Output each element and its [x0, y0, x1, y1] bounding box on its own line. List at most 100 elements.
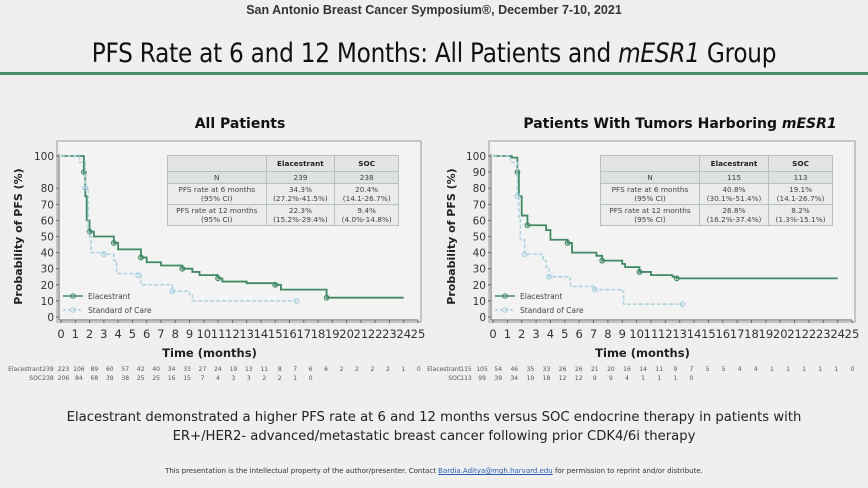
x-tick-label: 2 — [518, 327, 525, 341]
at-risk-value: 2 — [278, 375, 282, 382]
censor-mark — [293, 298, 300, 304]
table-cell: N — [600, 171, 700, 184]
table-header: SOC — [768, 155, 833, 172]
at-risk-value: 239 — [42, 366, 54, 373]
at-risk-value: 26 — [575, 366, 583, 373]
y-tick-label: 20 — [473, 280, 486, 292]
x-tick-label: 16 — [282, 327, 297, 341]
censor-mark — [592, 286, 598, 293]
x-tick-label: 2 — [86, 327, 93, 341]
table-cell: 115 — [698, 171, 770, 184]
at-risk-value: 18 — [543, 375, 551, 382]
at-risk-value: 1 — [401, 366, 405, 373]
at-risk-value: 1 — [770, 366, 774, 373]
legend-marker — [502, 293, 508, 299]
table-cell: 19.1% (14.1-26.7%) — [768, 183, 833, 205]
table-cell: 26.8% (16.2%-37.4%) — [698, 204, 770, 226]
conclusion-line-2: ER+/HER2- advanced/metastatic breast can… — [172, 429, 696, 444]
censor-mark — [169, 288, 176, 295]
censor-mark — [564, 240, 571, 246]
at-risk-value: 9 — [593, 375, 597, 382]
table-row: N 115 113 — [600, 171, 833, 184]
at-risk-value: 1 — [818, 366, 822, 373]
x-tick-label: 6 — [143, 327, 150, 341]
censor-mark — [110, 240, 117, 246]
at-risk-label: SOC — [448, 375, 461, 382]
censor-mark — [636, 269, 643, 275]
x-tick-label: 20 — [773, 327, 788, 341]
legend-label: Elacestrant — [88, 292, 130, 301]
table-cell: PFS rate at 6 months (95% CI) — [600, 183, 700, 205]
y-tick-label: 50 — [473, 232, 486, 244]
table-header — [167, 155, 267, 172]
at-risk-value: 15 — [183, 375, 191, 382]
at-risk-value: 0 — [850, 366, 854, 373]
at-risk-value: 6 — [324, 366, 328, 373]
x-tick-label: 24 — [830, 327, 845, 341]
x-tick-label: 0 — [489, 327, 496, 341]
x-tick-label: 3 — [532, 327, 539, 341]
at-risk-value: 84 — [75, 375, 83, 382]
y-tick-label: 30 — [41, 264, 54, 276]
at-risk-value: 2 — [355, 366, 359, 373]
slide-title: PFS Rate at 6 and 12 Months: All Patient… — [61, 38, 807, 69]
x-tick-label: 5 — [561, 327, 568, 341]
censor-mark — [82, 185, 89, 192]
at-risk-value: 1 — [802, 366, 806, 373]
x-tick-label: 4 — [114, 327, 121, 341]
censor-mark — [135, 272, 142, 279]
at-risk-value: 9 — [609, 375, 613, 382]
x-tick-label: 22 — [802, 327, 817, 341]
x-tick-label: 9 — [186, 327, 193, 341]
censor-mark — [599, 257, 606, 264]
at-risk-value: 8 — [278, 366, 282, 373]
at-risk-value: 46 — [510, 366, 518, 373]
at-risk-value: 12 — [575, 375, 583, 382]
at-risk-value: 6 — [309, 366, 313, 373]
y-tick-label: 10 — [41, 296, 54, 308]
conference-header: San Antonio Breast Cancer Symposium®, De… — [246, 3, 622, 17]
x-axis-label: Time (months) — [595, 346, 690, 360]
y-axis-label: Probability of PFS (%) — [445, 168, 458, 304]
at-risk-value: 5 — [706, 366, 710, 373]
at-risk-value: 89 — [91, 366, 99, 373]
table-cell: PFS rate at 12 months (95% CI) — [600, 204, 700, 226]
y-tick-label: 0 — [47, 312, 54, 324]
x-tick-label: 7 — [590, 327, 597, 341]
x-tick-label: 18 — [311, 327, 326, 341]
y-tick-label: 70 — [473, 199, 486, 211]
table-cell: 40.8% (30.1%-51.4%) — [698, 183, 770, 205]
y-tick-label: 100 — [34, 151, 54, 163]
at-risk-value: 12 — [559, 375, 567, 382]
contact-email-link[interactable]: Bardia.Aditya@mgh.harvard.edu — [438, 467, 553, 475]
censor-mark — [138, 254, 144, 261]
right-title-italic: mESR1 — [781, 116, 837, 132]
at-risk-value: 54 — [494, 366, 502, 373]
x-tick-label: 23 — [382, 327, 397, 341]
at-risk-value: 40 — [152, 366, 160, 373]
at-risk-value: 14 — [639, 366, 647, 373]
x-tick-label: 14 — [687, 327, 702, 341]
censor-mark — [546, 273, 552, 280]
table-row: PFS rate at 6 months (95% CI) 40.8% (30.1… — [600, 183, 833, 205]
copyright-notice: This presentation is the intellectual pr… — [0, 467, 868, 475]
km-curve-soc — [493, 155, 683, 305]
x-tick-label: 10 — [629, 327, 644, 341]
km-curve-elacestrant — [493, 155, 838, 280]
at-risk-value: 115 — [460, 366, 472, 373]
at-risk-value: 16 — [168, 375, 176, 382]
at-risk-value: 20 — [607, 366, 615, 373]
at-risk-value: 4 — [625, 375, 629, 382]
y-tick-label: 40 — [41, 248, 54, 260]
at-risk-value: 1 — [657, 375, 661, 382]
legend-marker — [70, 293, 76, 299]
x-tick-label: 21 — [354, 327, 369, 341]
at-risk-value: 0 — [689, 375, 693, 382]
title-divider — [0, 72, 868, 75]
at-risk-value: 26 — [559, 366, 567, 373]
conclusion: Elacestrant demonstrated a higher PFS ra… — [0, 408, 868, 446]
x-tick-label: 3 — [100, 327, 107, 341]
x-tick-label: 12 — [658, 327, 673, 341]
x-tick-label: 6 — [575, 327, 582, 341]
censor-mark — [323, 294, 330, 301]
